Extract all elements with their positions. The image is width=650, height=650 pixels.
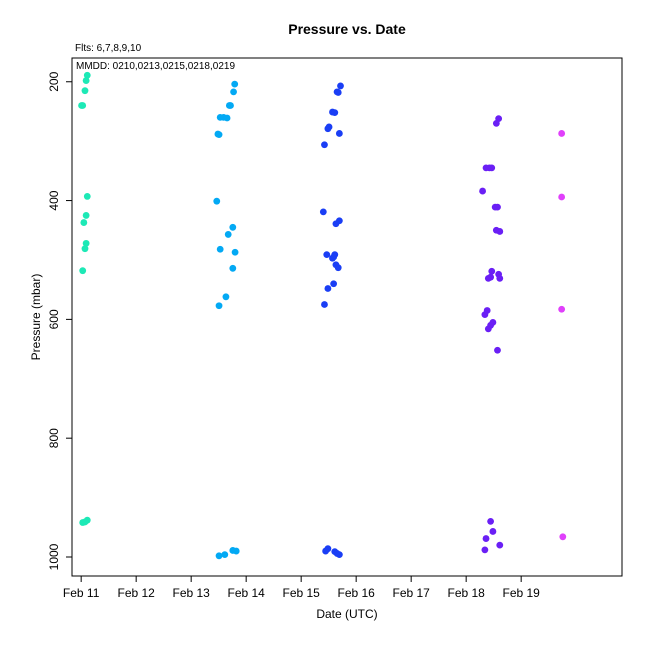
data-point [337, 82, 344, 90]
data-point [329, 254, 336, 262]
x-tick-label: Feb 17 [392, 586, 430, 600]
data-point [484, 325, 492, 333]
data-point [323, 251, 331, 259]
data-point [331, 109, 339, 117]
data-point [324, 125, 332, 133]
x-axis: Feb 11 Feb 12 Feb 13 Feb 14 Feb 15 Feb 16 Feb … [63, 576, 540, 600]
y-axis: 200 400 600 800 1000 [47, 71, 72, 570]
data-point [496, 274, 504, 282]
data-point [482, 535, 490, 542]
data-point [78, 102, 85, 109]
data-point [223, 114, 231, 122]
data-point [82, 77, 90, 84]
data-points [78, 71, 567, 560]
data-point [230, 88, 237, 96]
data-point [496, 541, 504, 549]
data-point [83, 193, 91, 200]
x-tick-label: Feb 13 [172, 586, 210, 600]
data-point [81, 87, 89, 95]
series-flight-7 [213, 80, 240, 560]
y-axis-label: Pressure (mbar) [29, 274, 43, 361]
x-tick-label: Feb 11 [63, 586, 100, 600]
data-point [82, 212, 90, 219]
x-axis-label: Date (UTC) [316, 607, 377, 621]
data-point [215, 552, 223, 560]
data-point [482, 164, 490, 172]
x-tick-label: Feb 18 [447, 586, 485, 600]
data-point [492, 119, 500, 127]
x-tick-label: Feb 16 [337, 586, 375, 600]
x-tick-label: Feb 14 [227, 586, 265, 600]
data-point [481, 546, 489, 554]
data-point [558, 193, 566, 201]
series-flight-9 [479, 115, 504, 554]
data-point [559, 533, 567, 541]
data-point [484, 274, 492, 282]
y-tick-label: 200 [47, 71, 61, 91]
data-point [215, 131, 223, 139]
data-point [487, 517, 495, 525]
data-point [324, 285, 332, 292]
data-point [224, 231, 232, 238]
data-point [494, 203, 501, 211]
data-point [488, 164, 496, 172]
data-point [332, 220, 340, 228]
data-point [229, 223, 237, 231]
data-point [81, 245, 89, 253]
data-point [216, 114, 224, 121]
data-point [335, 551, 343, 559]
data-point [79, 519, 87, 526]
data-point [79, 267, 87, 275]
series-flight-8 [319, 82, 344, 559]
data-point [80, 219, 88, 226]
series-flight-6 [78, 71, 91, 526]
data-point [225, 102, 233, 109]
data-point [334, 264, 342, 272]
data-point [215, 302, 223, 310]
plot-frame [71, 57, 623, 577]
y-tick-label: 1000 [47, 543, 61, 570]
x-tick-label: Feb 12 [117, 586, 155, 600]
data-point [488, 267, 496, 275]
data-point [82, 239, 90, 247]
y-tick-label: 800 [47, 428, 61, 448]
data-point [334, 89, 342, 96]
data-point [558, 305, 566, 313]
series-flight-10 [558, 130, 567, 541]
data-point [213, 197, 221, 205]
chart-subtitle: Flts: 6,7,8,9,10 [75, 43, 142, 54]
data-point [479, 187, 486, 195]
data-point [558, 130, 566, 137]
x-tick-label: Feb 15 [282, 586, 320, 600]
x-tick-label: Feb 19 [502, 586, 540, 600]
data-point [231, 248, 239, 256]
data-point [222, 293, 230, 301]
chart-title: Pressure vs. Date [288, 21, 406, 37]
data-point [335, 130, 343, 137]
data-point [83, 71, 91, 79]
data-point [330, 280, 338, 288]
data-point [321, 141, 328, 149]
data-point [229, 264, 237, 272]
data-point [321, 301, 328, 308]
chart-annotation: MMDD: 0210,0213,0215,0218,0219 [76, 61, 235, 72]
data-point [221, 551, 229, 559]
data-point [481, 311, 489, 319]
data-point [489, 528, 497, 535]
data-point [231, 80, 239, 88]
data-point [216, 245, 224, 253]
data-point [496, 228, 504, 235]
y-tick-label: 600 [47, 309, 61, 329]
data-point [232, 547, 240, 555]
data-point [494, 346, 501, 354]
data-point [319, 208, 327, 216]
y-tick-label: 400 [47, 190, 61, 210]
data-point [322, 547, 330, 555]
